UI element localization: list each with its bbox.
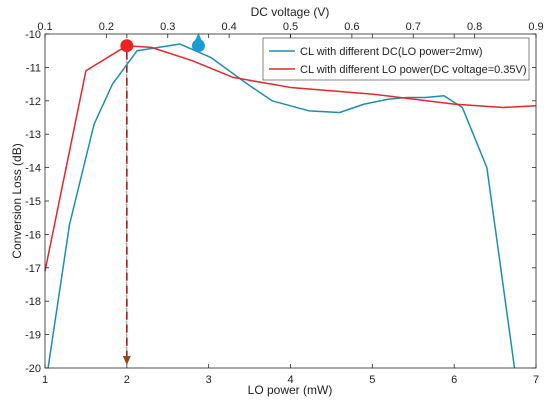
series-line-0	[47, 43, 516, 369]
x2-tick-label: 0.1	[37, 21, 52, 33]
y-tick-label: -11	[26, 62, 41, 74]
marker-point-0	[191, 39, 205, 53]
y-tick-label: -18	[25, 296, 41, 308]
x2-tick-label: 0.4	[221, 21, 236, 33]
x-axis-title: LO power (mW)	[248, 383, 333, 397]
marker-point-1	[120, 39, 134, 53]
legend-label-0: CL with different DC(LO power=2mw)	[300, 46, 482, 58]
y-tick-label: -16	[25, 229, 41, 241]
x-tick-label: 7	[533, 374, 539, 386]
x2-tick-label: 0.8	[467, 21, 482, 33]
x2-tick-label: 0.5	[283, 21, 298, 33]
y-axis-title: Conversion Loss (dB)	[10, 143, 24, 258]
x-tick-label: 1	[42, 374, 48, 386]
y-tick-label: -12	[25, 96, 41, 108]
x-tick-label: 3	[206, 374, 212, 386]
plot-area	[45, 34, 536, 368]
y-tick-label: -19	[25, 330, 41, 342]
x-tick-label: 4	[287, 374, 293, 386]
x-tick-label: 6	[451, 374, 457, 386]
y-tick-label: -14	[25, 163, 41, 175]
y-tick-label: -13	[25, 129, 41, 141]
legend-box	[262, 37, 530, 81]
x2-tick-label: 0.6	[344, 21, 359, 33]
legend: CL with different DC(LO power=2mw) CL wi…	[262, 37, 530, 81]
x2-tick-label: 0.3	[160, 21, 175, 33]
marker-arrowhead-1	[122, 356, 131, 365]
y-tick-label: -17	[25, 263, 41, 275]
x2-tick-label: 0.7	[406, 21, 421, 33]
x2-tick-label: 0.2	[99, 21, 114, 33]
y-tick-label: -20	[25, 363, 41, 375]
legend-label-1: CL with different LO power(DC voltage=0.…	[300, 64, 527, 76]
y-tick-label: -15	[25, 196, 41, 208]
x-tick-label: 5	[369, 374, 375, 386]
y-tick-label: -10	[25, 29, 41, 41]
series-line-1	[44, 44, 537, 272]
x-tick-label: 2	[124, 374, 130, 386]
x2-tick-label: 0.9	[528, 21, 543, 33]
x2-axis-title: DC voltage (V)	[251, 5, 330, 19]
